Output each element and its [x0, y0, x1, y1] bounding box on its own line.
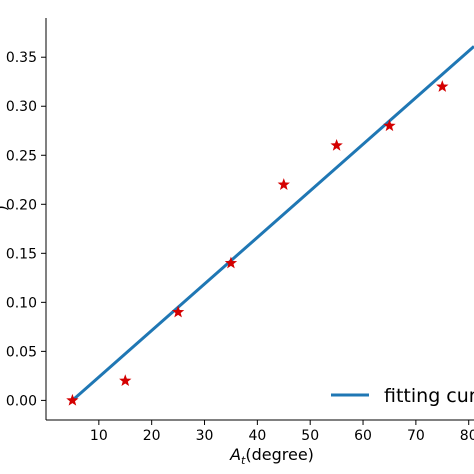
x-tick-label: 10	[90, 428, 108, 444]
y-tick-label: 0.25	[6, 148, 37, 164]
y-tick-label: 0.20	[6, 197, 37, 213]
x-tick-label: 60	[354, 428, 372, 444]
x-tick-label: 20	[143, 428, 161, 444]
data-point-star	[436, 80, 449, 92]
data-point-star	[330, 138, 343, 151]
plot-layer	[66, 45, 474, 406]
data-point-star	[224, 256, 238, 269]
x-tick-label: 70	[407, 428, 425, 444]
data-point-star	[277, 178, 290, 190]
axes	[45, 18, 474, 421]
legend-label: fitting cur	[384, 385, 474, 407]
x-tick-label: 80	[460, 428, 474, 444]
y-tick-label: 0.35	[6, 50, 37, 66]
data-point-star	[119, 374, 132, 387]
x-tick-label: 30	[196, 428, 214, 444]
data-point-star	[66, 393, 79, 406]
x-ticks: 10 20 30 40 50 60 70 80	[90, 420, 474, 444]
y-tick-label: 0.05	[6, 344, 37, 360]
legend: fitting cur	[331, 385, 474, 407]
y-tick-label: 0.30	[6, 99, 37, 115]
y-ticks: 0.00 0.05 0.10 0.15 0.20 0.25 0.30 0.35	[6, 50, 46, 409]
y-tick-label: 0.00	[6, 393, 37, 409]
y-tick-label: 0.15	[6, 246, 37, 262]
x-tick-label: 40	[248, 428, 266, 444]
data-point-star	[383, 119, 396, 132]
x-tick-label: 50	[301, 428, 319, 444]
x-axis-label: At(degree)	[229, 445, 314, 467]
y-axis-label: )	[0, 205, 10, 211]
y-tick-label: 0.10	[6, 295, 37, 311]
data-point-star	[171, 305, 185, 318]
fitting-line	[71, 45, 474, 402]
